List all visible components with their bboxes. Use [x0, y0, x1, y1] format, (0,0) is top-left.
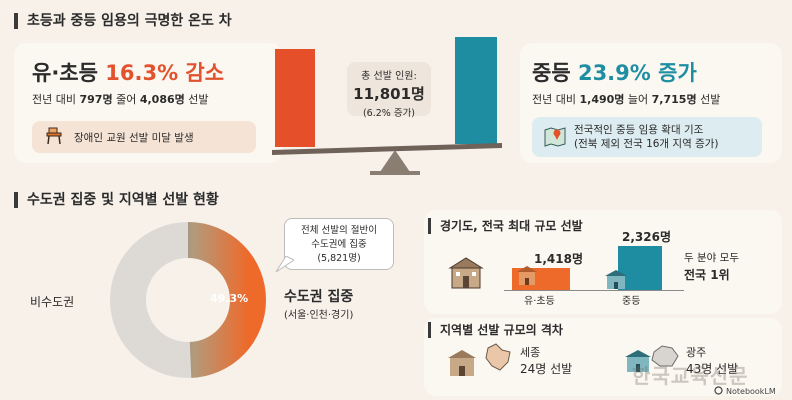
sejong-map-icon — [482, 342, 514, 378]
elementary-label: 유·초등 — [32, 61, 98, 85]
sejong-value: 24명 선발 — [520, 362, 573, 376]
secondary-card: 중등 23.9% 증가 전년 대비 1,490명 늘어 7,715명 선발 전국… — [520, 43, 782, 163]
elementary-headline: 유·초등 16.3% 감소 — [32, 57, 224, 87]
gyeonggi-note-line1: 두 분야 모두 — [684, 252, 739, 264]
secondary-school-icon — [624, 348, 652, 378]
section2-title: 수도권 집중 및 지역별 선발 현황 — [14, 192, 219, 208]
region-gap-title: 지역별 선발 규모의 격차 — [428, 322, 563, 338]
secondary-school-icon — [604, 268, 628, 294]
gyeonggi-secondary-bar — [618, 246, 662, 290]
map-pin-icon — [544, 125, 566, 150]
elementary-detail: 전년 대비 797명 줄어 4,086명 선발 — [32, 93, 209, 106]
elementary-card: 유·초등 16.3% 감소 전년 대비 797명 줄어 4,086명 선발 장애… — [14, 43, 282, 163]
seesaw-graphic — [270, 30, 540, 180]
gyeonggi-elementary-label: 유·초등 — [524, 296, 555, 307]
gyeonggi-secondary-value: 2,326명 — [622, 230, 671, 244]
gwangju-map-icon — [650, 342, 680, 374]
callout-tail — [275, 256, 294, 273]
capital-label: 수도권 집중 — [284, 289, 354, 305]
school-building-icon — [446, 348, 478, 382]
donut-capital-slice — [110, 222, 266, 378]
section1-title: 초등과 중등 임용의 극명한 온도 차 — [14, 13, 232, 29]
gyeonggi-secondary-label: 중등 — [622, 296, 641, 307]
watermark: 한국교육신문 — [632, 364, 749, 388]
non-capital-label: 비수도권 — [30, 295, 75, 309]
gwangju-name: 광주 — [686, 346, 707, 359]
gyeonggi-title: 경기도, 전국 최대 규모 선발 — [428, 218, 583, 234]
school-building-icon — [448, 256, 484, 294]
secondary-headline: 중등 23.9% 증가 — [532, 57, 697, 87]
region-gap-box: 지역별 선발 규모의 격차 세종 24명 선발 광주 43명 선발 — [424, 318, 782, 396]
secondary-change: 23.9% 증가 — [577, 61, 697, 85]
gyeonggi-baseline — [504, 290, 684, 291]
secondary-detail: 전년 대비 1,490명 늘어 7,715명 선발 — [532, 93, 721, 106]
elementary-note: 장애인 교원 선발 미달 발생 — [32, 121, 256, 153]
total-box: 총 선발 인원: 11,801명 (6.2% 증가) — [347, 62, 431, 119]
capital-sub-label: (서울·인천·경기) — [284, 310, 354, 321]
secondary-note: 전국적인 중등 임용 확대 기조 (전북 제외 전국 16개 지역 증가) — [532, 117, 762, 157]
elementary-school-icon — [516, 264, 538, 290]
donut-pct-label: 49.3% — [210, 292, 249, 305]
classroom-desk-icon — [44, 126, 66, 149]
capital-callout: 전체 선발의 절반이 수도권에 집중 (5,821명) — [284, 218, 394, 270]
gwangju-value: 43명 선발 — [686, 362, 739, 376]
capital-donut-chart — [110, 222, 266, 378]
gyeonggi-box: 경기도, 전국 최대 규모 선발 1,418명 유·초등 2,326명 중등 두… — [424, 210, 782, 314]
secondary-label: 중등 — [532, 61, 571, 85]
sejong-name: 세종 — [520, 346, 541, 359]
elementary-change: 16.3% 감소 — [105, 61, 225, 85]
brand-footer: NotebookLM — [714, 386, 776, 397]
gyeonggi-note-line2: 전국 1위 — [684, 268, 730, 282]
gyeonggi-elementary-value: 1,418명 — [534, 252, 583, 266]
notebooklm-logo-icon — [714, 386, 723, 397]
